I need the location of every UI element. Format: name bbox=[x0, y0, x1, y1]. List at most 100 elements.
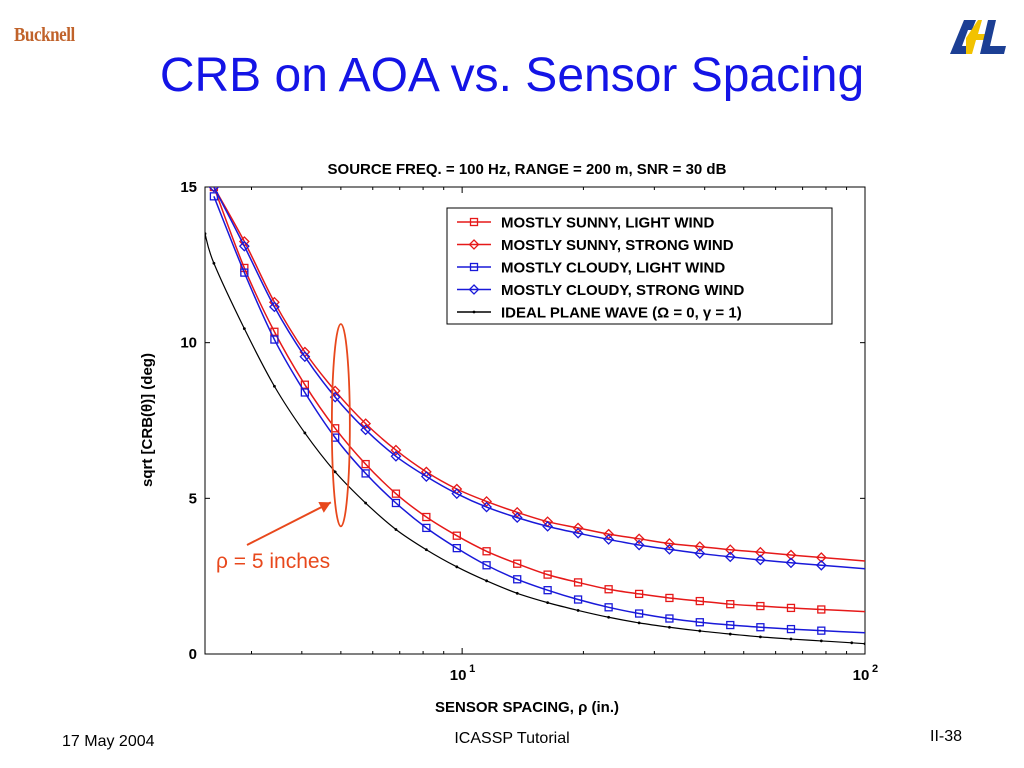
data-point bbox=[633, 539, 645, 551]
x-tick-exponent: 1 bbox=[469, 663, 475, 675]
x-tick-label: 10 bbox=[450, 667, 467, 684]
series-line bbox=[213, 187, 865, 570]
data-point bbox=[604, 585, 613, 594]
data-point bbox=[543, 570, 552, 579]
data-point bbox=[394, 528, 398, 531]
data-point bbox=[268, 301, 280, 313]
data-point bbox=[665, 614, 674, 623]
data-point bbox=[212, 261, 216, 265]
data-point bbox=[576, 609, 580, 612]
bucknell-logo: Bucknell bbox=[14, 24, 75, 47]
data-point bbox=[511, 506, 523, 518]
data-point bbox=[422, 512, 431, 522]
data-point bbox=[481, 501, 493, 513]
y-tick-label: 15 bbox=[180, 179, 197, 196]
series-layer bbox=[205, 187, 865, 646]
data-point bbox=[451, 488, 463, 500]
data-point bbox=[240, 268, 249, 277]
data-point bbox=[481, 496, 493, 507]
data-point bbox=[390, 444, 402, 456]
data-point bbox=[422, 523, 431, 533]
data-point bbox=[361, 459, 370, 469]
data-point bbox=[482, 547, 491, 556]
data-point bbox=[819, 639, 823, 643]
legend-marker bbox=[469, 262, 479, 272]
series-4 bbox=[205, 232, 865, 646]
series-line bbox=[213, 196, 865, 634]
data-point bbox=[513, 575, 522, 584]
data-point bbox=[482, 561, 491, 570]
legend-marker bbox=[468, 239, 480, 250]
data-point bbox=[726, 620, 735, 630]
data-point bbox=[572, 522, 584, 534]
legend-label: MOSTLY SUNNY, LIGHT WIND bbox=[501, 215, 715, 232]
series-line bbox=[213, 187, 865, 562]
data-point bbox=[511, 512, 523, 524]
x-tick-exponent: 2 bbox=[872, 663, 878, 675]
data-point bbox=[420, 471, 432, 482]
data-point bbox=[542, 520, 554, 532]
data-point bbox=[303, 431, 307, 435]
data-point bbox=[543, 586, 552, 595]
data-point bbox=[455, 565, 459, 569]
data-point bbox=[815, 559, 827, 571]
data-point bbox=[424, 548, 428, 552]
legend-marker bbox=[469, 217, 479, 227]
data-point bbox=[573, 595, 583, 604]
annotation-arrow-head bbox=[318, 501, 331, 513]
data-point bbox=[815, 552, 827, 563]
footer-date: 17 May 2004 bbox=[62, 733, 155, 750]
series-2 bbox=[209, 192, 865, 635]
legend-label: MOSTLY SUNNY, STRONG WIND bbox=[501, 237, 734, 254]
data-point bbox=[603, 528, 615, 540]
data-point bbox=[863, 642, 865, 646]
annotation-ellipse bbox=[330, 323, 351, 528]
data-point bbox=[786, 603, 796, 613]
y-axis-label: sqrt [CRB(θ)] (deg) bbox=[139, 353, 156, 487]
data-point bbox=[634, 609, 644, 618]
data-point bbox=[634, 589, 644, 599]
data-point bbox=[299, 351, 311, 363]
series-3 bbox=[208, 187, 865, 571]
data-point bbox=[333, 470, 337, 474]
data-point bbox=[485, 579, 488, 583]
data-point bbox=[789, 637, 793, 641]
data-point bbox=[513, 559, 522, 568]
data-point bbox=[665, 593, 674, 603]
legend-label: MOSTLY CLOUDY, STRONG WIND bbox=[501, 282, 745, 299]
data-point bbox=[756, 623, 765, 632]
data-point bbox=[452, 531, 461, 540]
data-point bbox=[300, 380, 310, 389]
data-point bbox=[242, 327, 246, 331]
series-line bbox=[213, 187, 865, 613]
data-point bbox=[360, 418, 372, 430]
chart-title: SOURCE FREQ. = 100 Hz, RANGE = 200 m, SN… bbox=[328, 161, 727, 178]
data-point bbox=[607, 615, 611, 619]
footer-center-text: ICASSP Tutorial bbox=[454, 730, 570, 747]
data-point bbox=[694, 541, 706, 553]
slide-title: CRB on AOA vs. Sensor Spacing bbox=[159, 49, 865, 102]
data-point bbox=[664, 538, 675, 549]
data-point bbox=[817, 626, 826, 635]
data-point bbox=[209, 187, 219, 192]
legend-marker bbox=[472, 310, 476, 314]
data-point bbox=[694, 548, 706, 559]
data-point bbox=[724, 544, 736, 556]
data-point bbox=[726, 600, 735, 609]
data-point bbox=[664, 543, 675, 555]
legend-marker bbox=[468, 284, 480, 295]
data-point bbox=[728, 632, 732, 636]
y-tick-label: 0 bbox=[189, 646, 197, 663]
data-point bbox=[850, 641, 854, 645]
data-point bbox=[668, 625, 671, 629]
series-0 bbox=[209, 187, 865, 614]
data-point bbox=[205, 232, 207, 236]
arl-logo bbox=[950, 20, 1006, 54]
data-point bbox=[208, 187, 220, 193]
data-point bbox=[756, 601, 765, 611]
data-point bbox=[390, 450, 402, 462]
data-point bbox=[754, 554, 766, 566]
legend-label: IDEAL PLANE WAVE (Ω = 0, γ = 1) bbox=[501, 305, 742, 322]
data-point bbox=[515, 591, 519, 595]
